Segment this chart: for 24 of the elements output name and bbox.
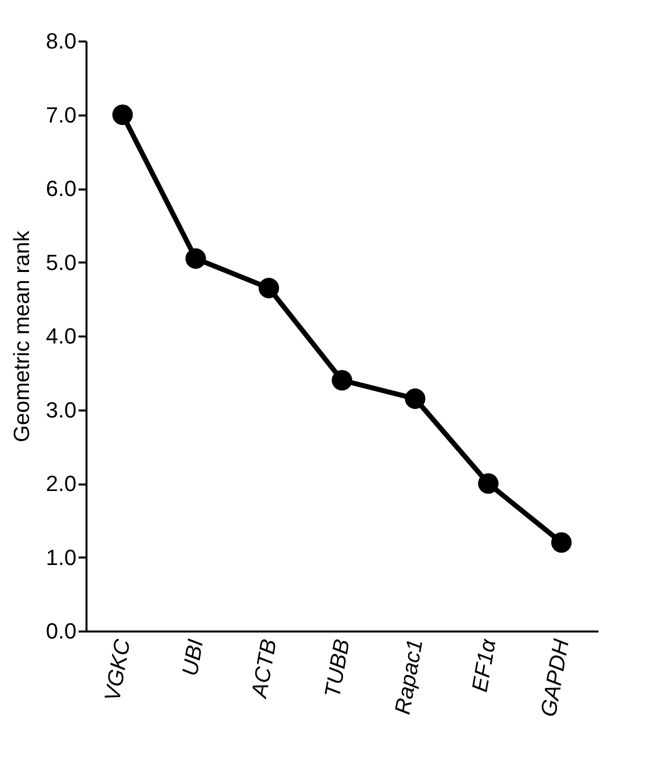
y-tick-label: 8.0 xyxy=(46,28,76,54)
x-tick-label: ACTB xyxy=(246,637,282,702)
x-tick-label: GAPDH xyxy=(536,637,574,719)
point xyxy=(112,104,133,125)
point xyxy=(478,473,499,494)
y-tick-label: 2.0 xyxy=(46,471,76,496)
x-tick-label: Rapac1 xyxy=(390,637,428,716)
x-tick-label: UBI xyxy=(177,637,208,678)
y-tick-label: 0.0 xyxy=(46,618,76,644)
x-tick-label: TUBB xyxy=(320,637,354,700)
point xyxy=(258,278,280,298)
y-tick-label: 1.0 xyxy=(46,544,76,570)
y-tick-label: 4.0 xyxy=(46,324,76,348)
y-tick-label: 3.0 xyxy=(46,397,76,422)
y-axis-title: Geometric mean rank xyxy=(8,230,34,442)
y-tick-label: 6.0 xyxy=(46,176,76,201)
x-tick-label: VGKC xyxy=(99,637,135,703)
point xyxy=(185,248,206,269)
y-tick-label: 5.0 xyxy=(46,250,76,275)
point xyxy=(404,388,426,409)
point xyxy=(551,532,572,553)
point xyxy=(332,370,352,390)
x-tick-label: EF1α xyxy=(466,636,501,694)
y-tick-label: 7.0 xyxy=(46,102,76,128)
